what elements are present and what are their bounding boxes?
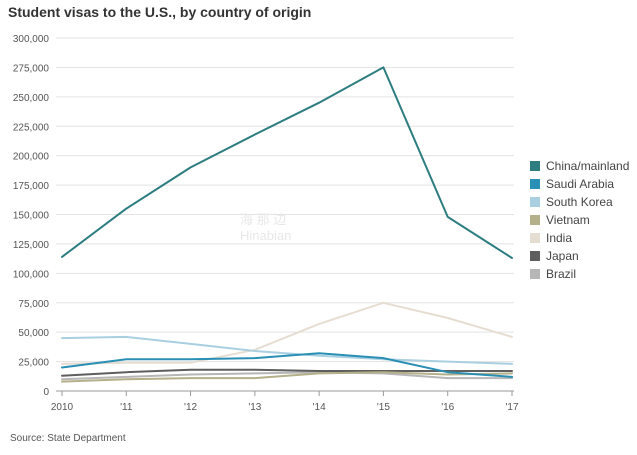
legend-label: South Korea <box>546 195 613 209</box>
watermark-line-2: Hinabian <box>240 228 292 243</box>
legend-item-brazil: Brazil <box>530 265 629 283</box>
series-line-india <box>61 301 513 365</box>
legend-item-china-mainland: China/mainland <box>530 157 629 175</box>
legend-swatch <box>530 251 540 261</box>
axis-layer: 0 25,000 50,000 75,000 100,000 125,000 150,000… <box>13 34 519 413</box>
legend-label: Brazil <box>546 267 577 281</box>
x-tick-label: '12 <box>184 402 197 413</box>
y-tick-label: 275,000 <box>13 63 50 74</box>
legend-swatch <box>530 197 540 207</box>
y-tick-label: 300,000 <box>13 34 50 45</box>
y-tick-label: 50,000 <box>18 328 49 339</box>
legend-item-vietnam: Vietnam <box>530 211 629 229</box>
series-line-south-korea <box>61 335 513 365</box>
y-tick-label: 150,000 <box>13 211 50 222</box>
legend: China/mainland Saudi Arabia South Korea Vie… <box>530 157 629 283</box>
x-tick-label: '11 <box>120 402 133 413</box>
legend-label: Saudi Arabia <box>546 177 615 191</box>
legend-swatch <box>530 179 540 189</box>
legend-item-saudi-arabia: Saudi Arabia <box>530 175 629 193</box>
legend-item-south-korea: South Korea <box>530 193 629 211</box>
watermark-line-1: 海 那 边 <box>240 212 287 227</box>
legend-swatch <box>530 233 540 243</box>
x-tick-label: '13 <box>248 402 261 413</box>
grid-layer <box>56 37 514 392</box>
y-tick-label: 175,000 <box>13 181 50 192</box>
y-tick-label: 125,000 <box>13 240 50 251</box>
y-tick-label: 250,000 <box>13 93 50 104</box>
legend-label: India <box>546 231 573 245</box>
y-tick-label: 100,000 <box>13 269 50 280</box>
chart-source: Source: State Department <box>10 433 126 444</box>
series-layer <box>61 66 513 383</box>
series-line-japan <box>61 368 513 377</box>
y-tick-label: 0 <box>43 387 49 398</box>
legend-item-japan: Japan <box>530 247 629 265</box>
chart-title: Student visas to the U.S., by country of… <box>8 4 312 20</box>
legend-label: Vietnam <box>546 213 590 227</box>
x-tick-label: '16 <box>441 402 454 413</box>
legend-label: China/mainland <box>546 159 630 173</box>
legend-swatch <box>530 161 540 171</box>
legend-item-india: India <box>530 229 629 247</box>
x-tick-label: '17 <box>505 402 518 413</box>
series-line-vietnam <box>61 371 513 383</box>
x-tick-label: '14 <box>313 402 326 413</box>
x-tick-label: '15 <box>377 402 390 413</box>
y-tick-label: 200,000 <box>13 152 50 163</box>
y-tick-label: 225,000 <box>13 122 50 133</box>
legend-swatch <box>530 215 540 225</box>
legend-label: Japan <box>546 249 579 263</box>
series-line-china-mainland <box>61 66 513 259</box>
series-line-brazil <box>61 371 513 381</box>
y-tick-label: 25,000 <box>18 358 49 369</box>
series-line-saudi-arabia <box>61 352 513 378</box>
x-tick-label: 2010 <box>51 402 74 413</box>
y-tick-label: 75,000 <box>18 299 49 310</box>
watermark: 海 那 边 Hinabian <box>240 212 291 244</box>
legend-swatch <box>530 269 540 279</box>
